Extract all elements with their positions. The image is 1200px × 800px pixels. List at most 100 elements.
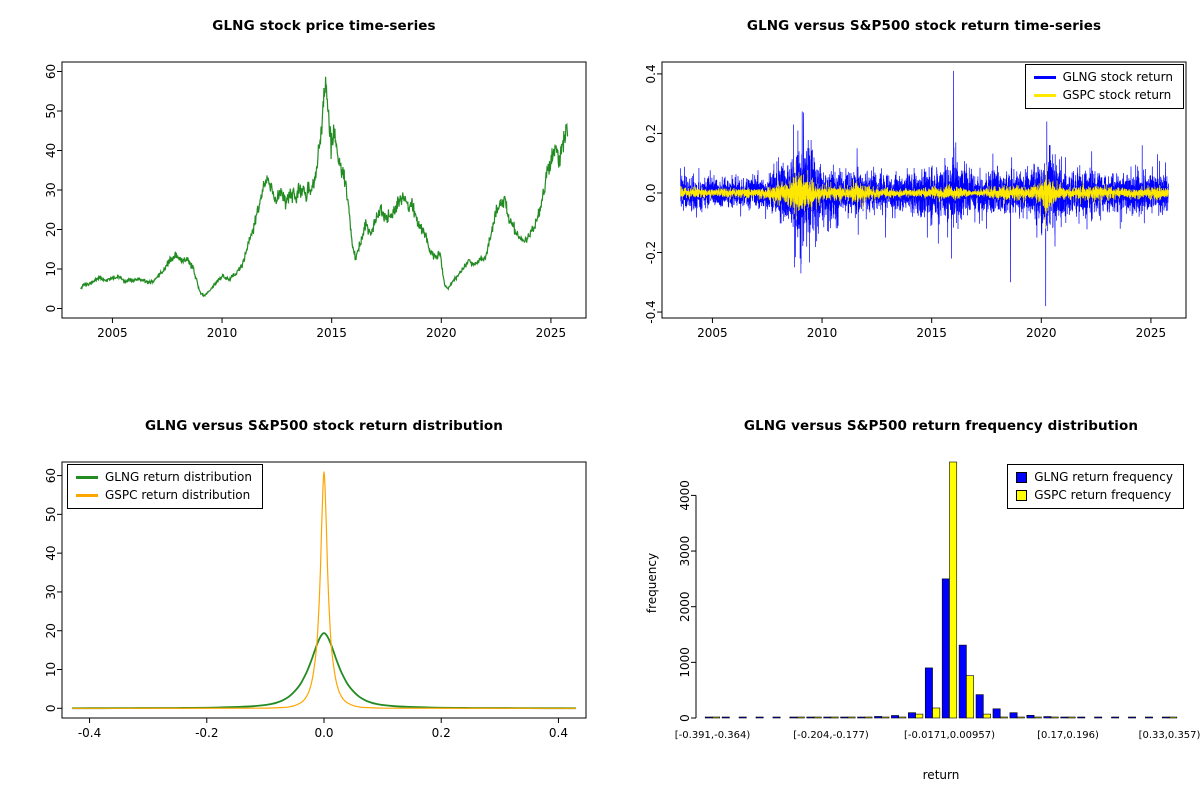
density-chart-title: GLNG versus S&P500 stock return distribu… — [144, 418, 504, 434]
gspc-frequency-bar — [864, 716, 873, 719]
glng-frequency-bar — [755, 716, 764, 719]
gspc-frequency-bar — [915, 713, 924, 719]
y-tick-label: -0.2 — [644, 241, 658, 264]
glng-frequency-bar — [738, 716, 747, 719]
legend-item-glng-frequency: GLNG return frequency — [1016, 469, 1173, 485]
gspc-frequency-bar — [813, 716, 822, 719]
y-tick-label: 30 — [44, 182, 58, 197]
x-tick-label: 0.4 — [549, 726, 568, 740]
glng-frequency-bar — [789, 716, 798, 719]
glng-frequency-bar — [840, 716, 849, 719]
legend-label: GLNG return frequency — [1034, 470, 1173, 484]
returns-chart-title: GLNG versus S&P500 stock return time-ser… — [746, 18, 1102, 34]
histogram-bars — [704, 461, 1178, 719]
y-tick-label: 60 — [44, 64, 58, 79]
gspc-frequency-bar — [898, 716, 907, 719]
y-tick-label: 60 — [44, 468, 58, 483]
gspc-frequency-bar — [796, 716, 805, 719]
glng-return-line-swatch — [1033, 75, 1056, 79]
x-tick-label: 2020 — [426, 326, 457, 340]
y-tick-label: 50 — [44, 507, 58, 522]
gspc-frequency-bar — [949, 461, 958, 719]
glng-frequency-bar — [823, 716, 832, 719]
glng-density-curve — [71, 632, 577, 710]
x-tick-label: 2025 — [536, 326, 567, 340]
y-tick-label: -0.4 — [644, 300, 658, 323]
x-tick-label: 0.0 — [314, 726, 333, 740]
glng-frequency-bar — [992, 708, 1001, 719]
glng-frequency-bar — [1094, 716, 1103, 719]
glng-frequency-bar — [772, 716, 781, 719]
gspc-frequency-bar — [983, 713, 991, 719]
axes: 2005 2010 2015 2020 2025 -0.4 -0.2 0.0 0.2 0.4 — [644, 61, 1187, 340]
histogram-chart-plot: 0 1000 2000 3000 4000 [-0.391,-0.364) [-0.204,… — [675, 461, 1200, 741]
glng-frequency-bar — [941, 578, 950, 719]
glng-frequency-bar — [1026, 715, 1035, 719]
bin-label: [0.17,0.196) — [1037, 730, 1099, 741]
y-tick-label: 50 — [44, 103, 58, 118]
y-tick-label: 3000 — [678, 536, 692, 567]
glng-frequency-bar — [908, 712, 916, 719]
gspc-frequency-bar — [1016, 716, 1025, 719]
x-tick-label: 2005 — [697, 326, 728, 340]
returns-chart-panel: GLNG versus S&P500 stock return time-ser… — [600, 0, 1200, 400]
plot-box — [661, 61, 1187, 319]
glng-frequency-bar — [806, 716, 815, 719]
bin-tick-labels: [-0.391,-0.364) [-0.204,-0.177) [-0.0171,0… — [675, 730, 1200, 741]
gspc-return-series — [680, 160, 1169, 229]
histogram-chart-panel: GLNG versus S&P500 return frequency dist… — [600, 400, 1200, 800]
x-tick-label: 2020 — [1026, 326, 1057, 340]
gspc-frequency-bar — [1033, 716, 1042, 719]
glng-frequency-bar — [721, 716, 730, 719]
gspc-return-line-swatch — [1033, 93, 1056, 97]
legend-label: GLNG return distribution — [105, 470, 252, 484]
glng-frequency-bar — [1009, 712, 1018, 719]
legend-label: GLNG stock return — [1062, 70, 1173, 84]
price-chart-title: GLNG stock price time-series — [212, 18, 436, 34]
x-tick-label: -0.2 — [195, 726, 218, 740]
glng-frequency-bar — [1161, 716, 1170, 719]
density-chart-panel: GLNG versus S&P500 stock return distribu… — [0, 400, 600, 800]
gspc-density-line-swatch — [76, 493, 98, 497]
y-tick-label: 10 — [44, 662, 58, 677]
x-tick-label: -0.4 — [78, 726, 101, 740]
glng-frequency-bar — [975, 694, 984, 719]
glng-frequency-bar — [1111, 716, 1120, 719]
glng-frequency-bar — [891, 715, 899, 719]
glng-frequency-bar — [1043, 716, 1052, 719]
legend-label: GSPC return distribution — [105, 488, 251, 502]
price-chart-panel: GLNG stock price time-series 2005 2010 201… — [0, 0, 600, 400]
gspc-frequency-bar — [712, 716, 721, 719]
gspc-frequency-bar — [1067, 716, 1076, 719]
returns-legend: GLNG stock return GSPC stock return — [1024, 64, 1184, 109]
y-tick-label: 0.0 — [644, 183, 658, 202]
y-tick-label: 30 — [44, 584, 58, 599]
y-tick-label: 0 — [44, 305, 58, 313]
histogram-legend: GLNG return frequency GSPC return freque… — [1007, 464, 1184, 509]
axes: 0 1000 2000 3000 4000 — [678, 480, 697, 722]
y-tick-label: 2000 — [678, 591, 692, 622]
legend-item-gspc-density: GSPC return distribution — [76, 487, 252, 503]
bin-label: [-0.391,-0.364) — [675, 730, 751, 741]
glng-frequency-bar — [924, 667, 933, 719]
glng-frequency-bar — [874, 716, 883, 719]
y-tick-label: 40 — [44, 143, 58, 158]
gspc-density-curve — [71, 471, 577, 709]
bin-label: [-0.0171,0.00957) — [904, 730, 995, 741]
glng-frequency-bar — [958, 644, 967, 719]
glng-frequency-bar — [1077, 716, 1086, 719]
y-tick-label: 0 — [44, 704, 58, 712]
y-tick-label: 0.4 — [644, 64, 658, 83]
gspc-frequency-bar — [847, 716, 856, 719]
legend-label: GSPC stock return — [1062, 88, 1172, 102]
x-tick-label: 2005 — [97, 326, 128, 340]
x-tick-label: 2015 — [916, 326, 947, 340]
histogram-y-axis-label: frequency — [645, 552, 659, 614]
x-tick-label: 2010 — [207, 326, 238, 340]
glng-return-series — [680, 70, 1169, 307]
y-tick-label: 0 — [678, 714, 692, 722]
gspc-frequency-bar — [830, 716, 839, 719]
legend-item-glng-density: GLNG return distribution — [76, 469, 252, 485]
density-chart-plot: -0.4 -0.2 0.0 0.2 0.4 0 10 20 30 40 50 60 — [44, 461, 587, 740]
